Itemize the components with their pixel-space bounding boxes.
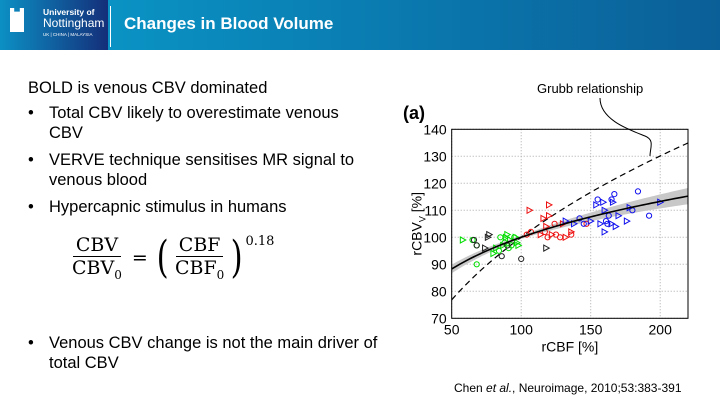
data-point-red bbox=[568, 231, 575, 238]
university-logo: University of Nottingham UK | CHINA | MA… bbox=[0, 0, 108, 50]
panel-label: (a) bbox=[403, 103, 425, 123]
data-point-blue bbox=[587, 217, 595, 225]
y-tick-label: 70 bbox=[431, 310, 447, 326]
data-point-black bbox=[486, 230, 494, 239]
exponent: 0.18 bbox=[245, 234, 275, 249]
data-point-red bbox=[546, 201, 554, 209]
data-point-blue bbox=[608, 196, 615, 203]
lhs-fraction: CBV CBV0 bbox=[72, 234, 122, 282]
lhs-denominator: CBV bbox=[72, 256, 115, 279]
grubb-annotation: Grubb relationship bbox=[537, 81, 643, 96]
data-point-red bbox=[548, 230, 556, 239]
fit-curve bbox=[451, 195, 689, 270]
rhs-numerator: CBF bbox=[175, 234, 224, 257]
y-tick-label: 110 bbox=[424, 202, 447, 218]
x-tick-label: 50 bbox=[444, 321, 460, 337]
data-point-green bbox=[514, 238, 522, 247]
data-point-red bbox=[544, 234, 551, 241]
data-point-red bbox=[568, 228, 576, 236]
bullet-icon: • bbox=[28, 151, 34, 169]
bullet-icon: • bbox=[28, 198, 34, 216]
bullet-icon: • bbox=[28, 334, 34, 352]
annotation-pointer bbox=[599, 97, 652, 157]
crest-icon bbox=[10, 8, 24, 32]
data-point-green bbox=[473, 261, 480, 268]
rhs-subscript: 0 bbox=[216, 267, 225, 282]
data-point-green bbox=[490, 249, 498, 258]
data-point-blue bbox=[597, 219, 605, 228]
grubb-curve bbox=[451, 142, 689, 301]
data-point-blue bbox=[593, 201, 601, 209]
lhs-subscript: 0 bbox=[114, 267, 122, 282]
data-point-black bbox=[518, 255, 525, 262]
data-point-black bbox=[470, 236, 478, 244]
slide-title: Changes in Blood Volume bbox=[124, 14, 334, 33]
data-point-red bbox=[537, 230, 545, 239]
data-point-blue bbox=[634, 188, 642, 195]
data-point-green bbox=[502, 233, 510, 242]
x-tick-label: 150 bbox=[579, 321, 603, 337]
data-point-green bbox=[515, 241, 523, 250]
data-point-green bbox=[459, 236, 467, 244]
data-point-blue bbox=[604, 220, 611, 227]
data-point-blue bbox=[580, 220, 587, 227]
data-point-red bbox=[543, 222, 551, 231]
lhs-numerator: CBV bbox=[72, 234, 122, 257]
logo-text-line1: University of bbox=[43, 7, 95, 17]
data-point-black bbox=[543, 244, 551, 252]
data-point-blue bbox=[601, 206, 609, 215]
data-point-blue bbox=[645, 212, 653, 219]
main-heading: BOLD is venous CBV dominated bbox=[28, 79, 268, 97]
data-point-black bbox=[482, 244, 490, 252]
data-point-black bbox=[498, 253, 505, 260]
y-tick-label: 80 bbox=[431, 283, 447, 299]
data-point-blue bbox=[612, 222, 620, 231]
equation: CBV CBV0 = ( CBF CBF0 ) 0.18 bbox=[72, 232, 275, 283]
data-point-red bbox=[546, 211, 554, 220]
y-axis-label: rCBVV [%] bbox=[409, 192, 428, 256]
x-tick-label: 100 bbox=[510, 321, 534, 337]
plot-frame bbox=[451, 128, 689, 319]
bullet-text: Total CBV likely to overestimate venous … bbox=[49, 104, 339, 142]
data-point-red bbox=[526, 206, 534, 215]
logo-text-line2: Nottingham bbox=[43, 16, 105, 30]
bullet-text: VERVE technique sensitises MR signal to … bbox=[49, 151, 355, 189]
data-point-red bbox=[540, 214, 548, 223]
y-tick-label: 130 bbox=[423, 148, 447, 164]
bullet-text: Hypercapnic stimulus in humans bbox=[49, 198, 287, 216]
data-point-blue bbox=[608, 219, 616, 228]
slide-header: University of Nottingham UK | CHINA | MA… bbox=[0, 0, 720, 50]
data-point-red bbox=[552, 231, 560, 238]
bullet-icon: • bbox=[28, 104, 34, 122]
data-point-blue bbox=[615, 211, 623, 220]
y-tick-label: 90 bbox=[431, 256, 447, 272]
y-tick-label: 120 bbox=[423, 175, 447, 191]
y-tick-label: 140 bbox=[423, 121, 447, 137]
data-point-red bbox=[562, 233, 570, 242]
header-divider bbox=[110, 6, 111, 47]
bullet-text: Venous CBV change is not the main driver… bbox=[49, 334, 378, 372]
data-point-green bbox=[495, 247, 503, 254]
data-point-black bbox=[473, 242, 480, 249]
citation: Chen et al., Neuroimage, 2010;53:383-391 bbox=[454, 381, 682, 395]
logo-text-line3: UK | CHINA | MALAYSIA bbox=[43, 32, 93, 37]
data-point-blue bbox=[601, 228, 609, 236]
x-axis-label: rCBF [%] bbox=[541, 338, 598, 354]
data-point-blue bbox=[609, 198, 617, 207]
rhs-fraction: CBF CBF0 bbox=[175, 234, 224, 282]
data-point-blue bbox=[623, 217, 631, 225]
data-point-blue bbox=[571, 219, 579, 228]
data-point-blue bbox=[600, 198, 608, 207]
data-point-black bbox=[484, 233, 492, 242]
data-point-blue bbox=[611, 191, 618, 198]
y-tick-label: 100 bbox=[423, 229, 447, 245]
x-tick-label: 200 bbox=[649, 321, 673, 337]
rhs-denominator: CBF bbox=[174, 256, 217, 279]
